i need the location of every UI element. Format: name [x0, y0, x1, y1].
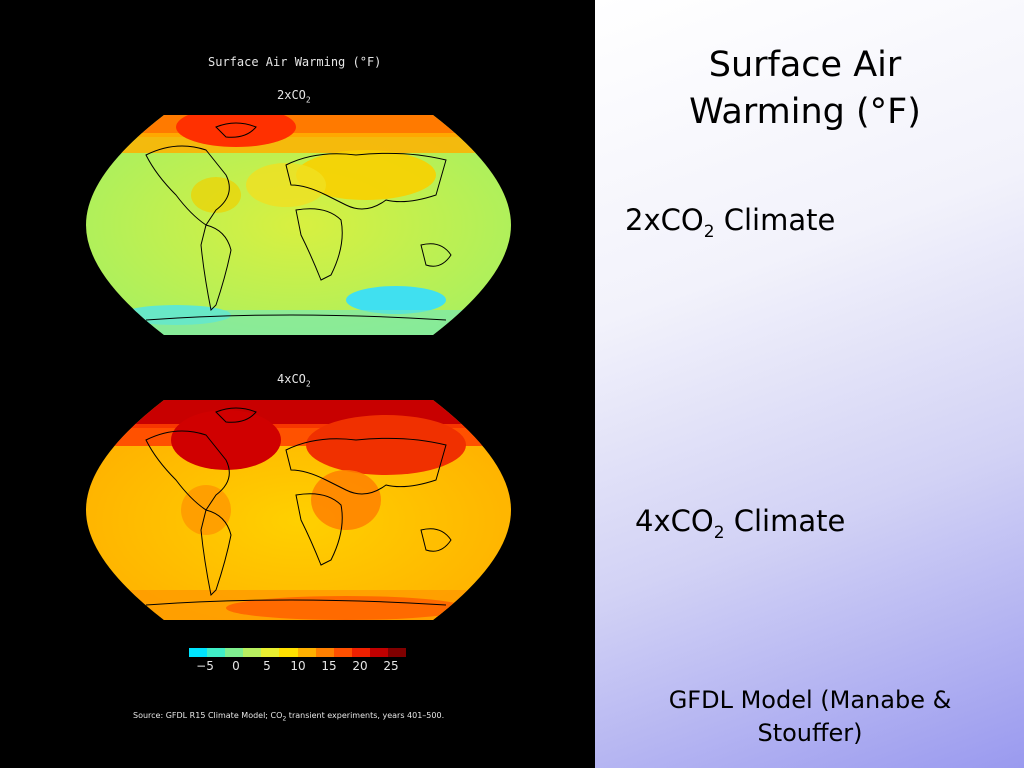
- figure-panel: Surface Air Warming (°F) 2xCO2: [0, 0, 595, 768]
- map-bottom-label: 4xCO2: [277, 372, 311, 389]
- colorbar-cell: [297, 648, 317, 657]
- colorbar-cell: [315, 648, 335, 657]
- colorbar-tick-label: 20: [352, 659, 368, 673]
- colorbar-tick-label: 5: [263, 659, 271, 673]
- colorbar-cell: [243, 648, 262, 657]
- map-2xco2: [86, 115, 511, 335]
- colorbar-cell: [333, 648, 353, 657]
- map-4xco2: [86, 400, 511, 620]
- colorbar-cell: [279, 648, 298, 657]
- source-note: Source: GFDL R15 Climate Model; CO2 tran…: [133, 711, 445, 723]
- slide-title: Surface Air Warming (°F): [689, 45, 921, 132]
- colorbar-tick-label: 0: [232, 659, 240, 673]
- colorbar-tick-label: −5: [196, 659, 214, 673]
- colorbar-tick-label: 15: [321, 659, 337, 673]
- colorbar-tick-label: 25: [383, 659, 399, 673]
- footer-credit: GFDL Model (Manabe & Stouffer): [668, 686, 952, 747]
- text-panel: Surface Air Warming (°F) 2xCO2 Climate 4…: [595, 0, 1024, 768]
- label-4xco2: 4xCO2 Climate: [635, 504, 846, 543]
- colorbar-cell: [387, 648, 407, 657]
- colorbar-cell: [225, 648, 244, 657]
- colorbar-cell: [369, 648, 389, 657]
- colorbar-cell: [207, 648, 226, 657]
- colorbar-tick-label: 10: [290, 659, 306, 673]
- colorbar-cell: [351, 648, 371, 657]
- colorbar-cell: [189, 648, 208, 657]
- figure-title: Surface Air Warming (°F): [208, 55, 382, 69]
- colorbar-cell: [261, 648, 280, 657]
- map-top-label: 2xCO2: [277, 88, 311, 105]
- label-2xco2: 2xCO2 Climate: [625, 203, 836, 242]
